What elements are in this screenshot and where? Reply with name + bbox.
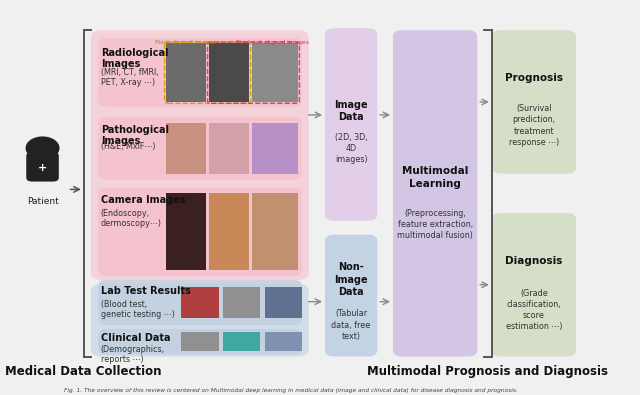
- Text: (Preprocessing,
feature extraction,
multimodal fusion): (Preprocessing, feature extraction, mult…: [397, 209, 473, 241]
- FancyBboxPatch shape: [325, 28, 377, 221]
- Text: Pathological
Images: Pathological Images: [100, 124, 169, 146]
- Text: Camera Images: Camera Images: [100, 195, 185, 205]
- FancyBboxPatch shape: [393, 30, 477, 357]
- Text: Diagnosis: Diagnosis: [505, 256, 563, 266]
- Bar: [264, 287, 302, 318]
- Text: Pixel-aligned images: Pixel-aligned images: [156, 40, 217, 45]
- Bar: [252, 193, 298, 270]
- Text: Multimodal Prognosis and Diagnosis: Multimodal Prognosis and Diagnosis: [367, 365, 608, 378]
- Bar: [252, 43, 298, 102]
- Bar: [223, 332, 260, 352]
- FancyBboxPatch shape: [99, 280, 301, 325]
- Text: Prognosis: Prognosis: [505, 73, 563, 83]
- Text: Radiological
Images: Radiological Images: [100, 48, 168, 70]
- Text: Multimodal
Learning: Multimodal Learning: [402, 166, 468, 189]
- FancyBboxPatch shape: [26, 152, 59, 182]
- Text: (Tabular
data, free
text): (Tabular data, free text): [332, 309, 371, 340]
- Text: (Blood test,
genetic testing ⋯): (Blood test, genetic testing ⋯): [100, 299, 175, 319]
- Circle shape: [26, 137, 59, 159]
- FancyBboxPatch shape: [99, 329, 301, 355]
- Text: (Survival
prediction,
treatment
response ⋯): (Survival prediction, treatment response…: [509, 104, 559, 147]
- Bar: [223, 287, 260, 318]
- Text: Image
Data: Image Data: [334, 100, 368, 122]
- Bar: [166, 43, 206, 102]
- Bar: [209, 122, 249, 174]
- FancyBboxPatch shape: [91, 284, 308, 357]
- FancyBboxPatch shape: [91, 30, 308, 280]
- Text: Clinical Data: Clinical Data: [100, 333, 170, 343]
- Text: (MRI, CT, fMRI,
PET, X-ray ⋯): (MRI, CT, fMRI, PET, X-ray ⋯): [100, 68, 158, 87]
- Text: +: +: [38, 163, 47, 173]
- FancyBboxPatch shape: [99, 38, 301, 107]
- Text: Non-
Image
Data: Non- Image Data: [334, 262, 368, 297]
- Text: Patient: Patient: [27, 197, 58, 206]
- Bar: [166, 122, 206, 174]
- Text: Medical Data Collection: Medical Data Collection: [5, 365, 162, 378]
- Text: (Grade
classification,
score
estimation ⋯): (Grade classification, score estimation …: [506, 289, 562, 331]
- Text: (H&E, MxIF⋯): (H&E, MxIF⋯): [100, 142, 155, 151]
- FancyBboxPatch shape: [492, 30, 576, 174]
- FancyBboxPatch shape: [325, 235, 377, 357]
- Text: (Endoscopy,
dermoscopy⋯): (Endoscopy, dermoscopy⋯): [100, 209, 162, 228]
- Text: Lab Test Results: Lab Test Results: [100, 286, 191, 296]
- Bar: [264, 332, 302, 352]
- Bar: [166, 193, 206, 270]
- FancyBboxPatch shape: [492, 213, 576, 357]
- Text: Pixel-not-aligned images: Pixel-not-aligned images: [236, 40, 308, 45]
- FancyBboxPatch shape: [99, 117, 301, 180]
- Bar: [209, 193, 249, 270]
- Bar: [252, 122, 298, 174]
- FancyBboxPatch shape: [99, 188, 301, 276]
- Bar: [181, 332, 219, 352]
- Text: (Demographics,
reports ⋯): (Demographics, reports ⋯): [100, 345, 164, 364]
- Text: Fig. 1. The overview of this review is centered on Multimodal deep learning in m: Fig. 1. The overview of this review is c…: [65, 388, 518, 393]
- Bar: [181, 287, 219, 318]
- Bar: [209, 43, 249, 102]
- Text: (2D, 3D,
4D
images): (2D, 3D, 4D images): [335, 133, 367, 164]
